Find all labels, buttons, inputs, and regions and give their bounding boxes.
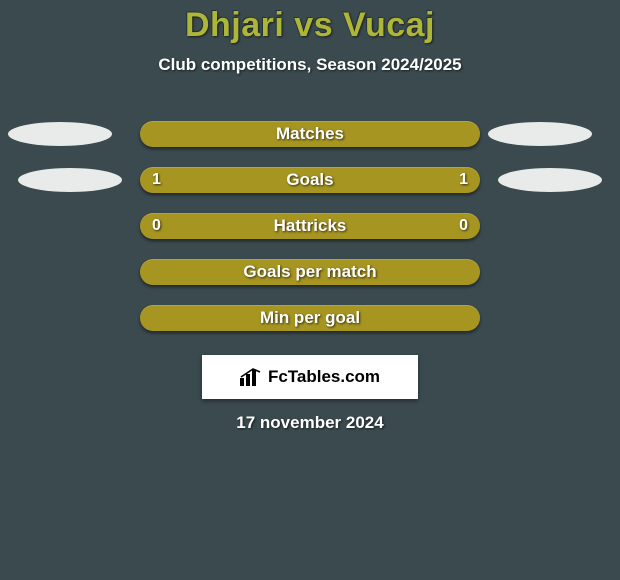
stat-bar: Min per goal [140,305,480,331]
page-subtitle: Club competitions, Season 2024/2025 [0,55,620,75]
logo-box: FcTables.com [202,355,418,399]
background-ellipse [498,168,602,192]
comparison-rows: Matches Goals 1 1 Hattricks 0 0 Goals per match… [0,111,620,341]
comparison-row: Matches [0,111,620,157]
stat-label: Goals [286,170,333,190]
comparison-row: Goals per match [0,249,620,295]
logo-inner: FcTables.com [240,367,380,387]
footer-date: 17 november 2024 [0,413,620,433]
background-ellipse [8,122,112,146]
stat-label: Matches [276,124,344,144]
page-title: Dhjari vs Vucaj [0,0,620,45]
stat-value-right: 0 [459,217,468,235]
background-ellipse [488,122,592,146]
comparison-card: Dhjari vs Vucaj Club competitions, Seaso… [0,0,620,580]
stat-label: Goals per match [243,262,376,282]
stat-value-left: 1 [152,171,161,189]
comparison-row: Hattricks 0 0 [0,203,620,249]
logo-text: FcTables.com [268,367,380,387]
stat-bar: Hattricks 0 0 [140,213,480,239]
comparison-row: Min per goal [0,295,620,341]
comparison-row: Goals 1 1 [0,157,620,203]
stat-label: Hattricks [274,216,347,236]
background-ellipse [18,168,122,192]
stat-bar: Goals 1 1 [140,167,480,193]
stat-bar: Matches [140,121,480,147]
stat-bar: Goals per match [140,259,480,285]
stat-label: Min per goal [260,308,360,328]
chart-icon [240,368,262,386]
stat-value-right: 1 [459,171,468,189]
stat-value-left: 0 [152,217,161,235]
